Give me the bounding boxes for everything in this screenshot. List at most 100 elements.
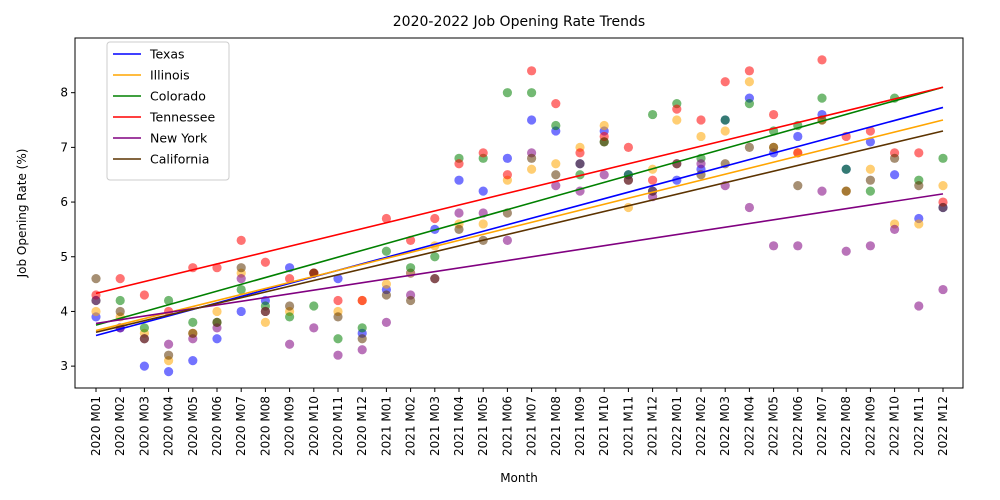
point-tennessee <box>381 213 391 224</box>
point-colorado <box>285 312 295 322</box>
point-texas <box>793 131 803 142</box>
point-colorado <box>575 170 585 180</box>
point-california <box>260 306 270 317</box>
point-texas <box>333 274 343 284</box>
point-new-york <box>890 224 900 235</box>
point-tennessee <box>236 235 246 245</box>
legend: Texas Illinois Colorado Tennessee New York Ca… <box>106 41 230 181</box>
point-colorado <box>841 164 851 174</box>
point-texas <box>139 361 149 371</box>
point-new-york <box>333 350 343 360</box>
point-california <box>744 142 755 152</box>
point-new-york <box>841 246 851 256</box>
trend-line-new-york <box>95 193 944 325</box>
point-california <box>841 186 851 196</box>
point-illinois <box>599 120 609 131</box>
point-colorado <box>502 88 512 98</box>
point-colorado <box>527 88 537 98</box>
point-texas <box>454 175 464 185</box>
legend-label: Texas <box>149 47 185 62</box>
x-tick-label: 2022 M03 <box>718 396 732 456</box>
point-tennessee <box>769 109 779 120</box>
point-tennessee <box>817 55 827 65</box>
point-california <box>793 181 803 191</box>
point-tennessee <box>139 290 149 300</box>
point-new-york <box>285 339 295 349</box>
point-california <box>139 334 149 344</box>
point-colorado <box>236 284 246 295</box>
x-tick-label: 2020 M07 <box>234 396 248 456</box>
legend-label: Colorado <box>150 89 206 104</box>
x-axis-title: Month <box>500 471 538 485</box>
point-illinois <box>527 164 537 174</box>
point-colorado <box>357 323 367 333</box>
point-california <box>357 334 367 344</box>
point-texas <box>865 137 876 147</box>
point-illinois <box>478 219 488 229</box>
point-tennessee <box>357 295 367 306</box>
point-california <box>551 170 561 180</box>
point-tennessee <box>551 99 561 109</box>
point-colorado <box>938 153 948 163</box>
point-texas <box>478 186 488 196</box>
point-california <box>599 137 609 147</box>
point-colorado <box>188 317 198 327</box>
x-tick-label: 2020 M01 <box>89 396 103 456</box>
point-new-york <box>817 186 827 196</box>
point-new-york <box>938 284 948 295</box>
point-tennessee <box>333 295 343 306</box>
x-tick-label: 2022 M10 <box>888 396 902 456</box>
y-axis: 3 4 5 6 7 8 <box>60 86 75 373</box>
point-colorado <box>406 263 416 273</box>
x-tick-label: 2022 M11 <box>912 396 926 456</box>
y-tick-label: 6 <box>60 195 68 209</box>
x-tick-label: 2022 M08 <box>839 396 853 456</box>
point-tennessee <box>502 170 512 180</box>
x-tick-label: 2022 M07 <box>815 396 829 456</box>
point-tennessee <box>260 257 270 267</box>
point-colorado <box>720 115 730 125</box>
point-new-york <box>236 274 246 284</box>
point-new-york <box>769 241 779 251</box>
x-tick-label: 2020 M08 <box>258 396 272 456</box>
point-illinois <box>938 181 948 191</box>
point-colorado <box>430 252 440 262</box>
point-california <box>454 224 464 235</box>
point-new-york <box>357 345 367 355</box>
x-tick-label: 2022 M05 <box>767 396 781 456</box>
point-colorado <box>309 301 319 311</box>
point-new-york <box>599 170 609 180</box>
point-new-york <box>309 323 319 333</box>
point-california <box>769 142 779 152</box>
x-tick-label: 2022 M09 <box>863 396 877 456</box>
legend-box <box>106 41 230 181</box>
trend-line-tennessee <box>95 86 944 295</box>
point-california <box>938 202 948 213</box>
x-tick-label: 2021 M07 <box>525 396 539 456</box>
point-colorado <box>865 186 876 196</box>
x-tick-label: 2020 M02 <box>113 396 127 456</box>
x-tick-label: 2022 M06 <box>791 396 805 456</box>
legend-label: Illinois <box>150 68 190 83</box>
plot-area <box>91 55 948 377</box>
point-tennessee <box>285 274 295 284</box>
point-california <box>406 295 416 306</box>
x-tick-label: 2021 M09 <box>573 396 587 456</box>
point-tennessee <box>648 175 658 185</box>
point-new-york <box>696 159 706 169</box>
point-tennessee <box>672 104 682 114</box>
point-new-york <box>551 181 561 191</box>
point-colorado <box>817 93 827 103</box>
point-illinois <box>551 159 561 169</box>
point-texas <box>527 115 537 125</box>
point-tennessee <box>623 142 634 152</box>
point-illinois <box>865 164 876 174</box>
point-tennessee <box>914 148 924 158</box>
point-california <box>285 301 295 311</box>
point-texas <box>502 153 512 163</box>
point-tennessee <box>696 115 706 125</box>
point-california <box>527 153 537 163</box>
y-tick-label: 4 <box>60 304 68 318</box>
point-tennessee <box>865 126 876 136</box>
point-new-york <box>164 339 174 349</box>
